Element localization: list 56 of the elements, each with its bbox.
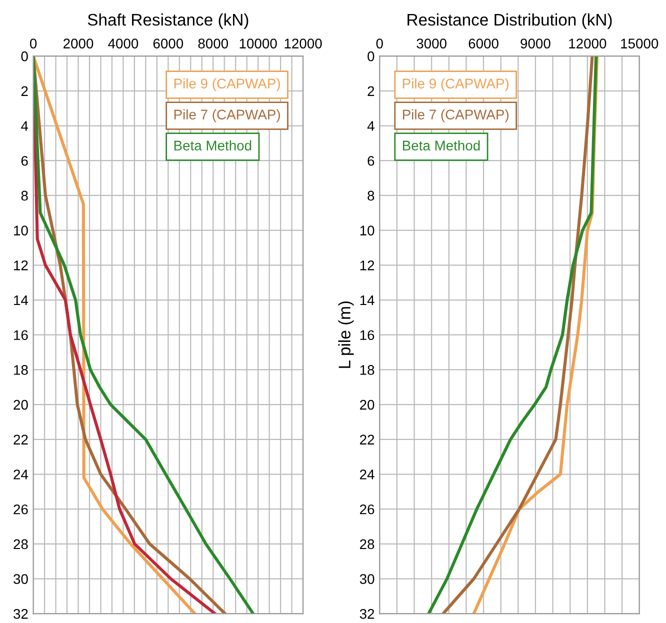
text: Pile 9 (CAPWAP) — [402, 78, 509, 92]
x-tick-label: 10000 — [240, 38, 277, 48]
x-tick-label: 3000 — [416, 38, 446, 48]
y-tick-label: 6 — [368, 156, 374, 166]
y-tick-label: 32 — [360, 608, 374, 619]
x-tick-label: 0 — [30, 38, 37, 48]
x-tick-label: 9000 — [520, 38, 550, 48]
y-tick-label: 24 — [360, 470, 374, 480]
chart-title: Resistance Distribution (kN) — [408, 13, 612, 29]
x-tick-label: 6000 — [468, 38, 498, 48]
x-tick-label: 0 — [376, 38, 383, 48]
y-tick-label: 22 — [14, 434, 28, 444]
x-tick-label: 2000 — [64, 38, 94, 48]
x-tick-label: 15000 — [621, 38, 658, 48]
y-tick-label: 26 — [14, 504, 28, 514]
x-tick-label: 4000 — [108, 38, 138, 48]
text: Pile 7 (CAPWAP) — [402, 109, 509, 122]
y-tick-label: 10 — [360, 226, 374, 236]
y-tick-label: 28 — [360, 539, 374, 550]
y-tick-label: 4 — [21, 121, 28, 131]
y-tick-label: 24 — [14, 470, 28, 480]
y-tick-label: 12 — [360, 260, 374, 270]
y-tick-label: 0 — [368, 51, 374, 62]
y-tick-label: 14 — [360, 295, 374, 306]
y-tick-label: 28 — [14, 539, 28, 550]
y-tick-label: 8 — [368, 190, 374, 201]
y-tick-label: 26 — [360, 504, 374, 514]
y-tick-label: 16 — [360, 330, 374, 340]
x-tick-label: 6000 — [153, 38, 184, 48]
y-tick-label: 32 — [14, 608, 28, 619]
y-tick-label: 0 — [21, 51, 28, 62]
y-tick-label: 4 — [367, 121, 374, 131]
y-tick-label: 18 — [360, 365, 374, 375]
y-tick-label: 6 — [21, 156, 28, 166]
y-tick-label: 10 — [14, 226, 28, 236]
y-tick-label: 20 — [360, 400, 374, 410]
y-axis-title: L pile (m) — [338, 301, 354, 368]
text: Beta Method — [174, 140, 252, 150]
text: Beta Method — [402, 140, 480, 150]
chart-title: Shaft Resistance (kN) — [88, 13, 248, 29]
y-tick-label: 30 — [14, 574, 28, 584]
x-tick-label: 8000 — [198, 38, 228, 48]
y-tick-label: 2 — [21, 86, 28, 96]
x-tick-label: 12000 — [569, 38, 606, 48]
y-tick-label: 14 — [14, 295, 28, 306]
y-tick-label: 8 — [21, 190, 28, 201]
y-tick-label: 20 — [14, 400, 28, 410]
y-tick-label: 22 — [360, 434, 374, 444]
y-tick-label: 12 — [14, 260, 28, 270]
text: Pile 9 (CAPWAP) — [174, 78, 280, 92]
y-tick-label: 18 — [14, 365, 28, 375]
x-tick-label: 12000 — [284, 38, 322, 48]
text: Pile 7 (CAPWAP) — [174, 109, 280, 122]
y-tick-label: 2 — [368, 86, 374, 96]
y-tick-label: 30 — [360, 574, 374, 584]
y-tick-label: 16 — [14, 330, 28, 340]
